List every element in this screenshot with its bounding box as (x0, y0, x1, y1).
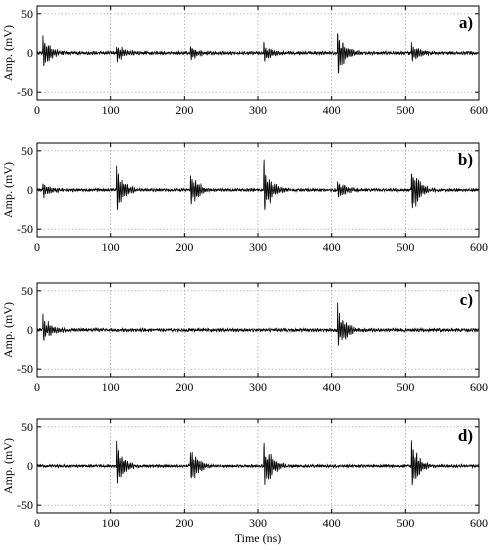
x-tick-label: 500 (396, 240, 414, 254)
x-tick-label: 500 (396, 380, 414, 394)
signal-trace (36, 33, 480, 74)
signal-trace (36, 302, 480, 346)
x-tick-label: 200 (175, 103, 193, 117)
y-tick-label: -50 (17, 362, 33, 376)
y-axis-label: Amp. (mV) (1, 162, 15, 218)
y-tick-label: 50 (21, 284, 33, 298)
y-tick-label: 50 (21, 144, 33, 158)
signal-trace (36, 159, 480, 210)
y-tick-label: -50 (17, 85, 33, 99)
x-tick-label: 200 (175, 516, 193, 530)
panel-label: b) (458, 150, 473, 169)
y-axis-label: Amp. (mV) (1, 25, 15, 81)
signal-trace (36, 440, 480, 486)
x-tick-label: 100 (102, 240, 120, 254)
y-tick-label: 0 (27, 459, 33, 473)
y-tick-label: 50 (21, 420, 33, 434)
x-tick-label: 300 (249, 380, 267, 394)
x-tick-label: 100 (102, 103, 120, 117)
x-tick-label: 400 (323, 240, 341, 254)
y-tick-label: 0 (27, 323, 33, 337)
x-tick-label: 100 (102, 516, 120, 530)
x-tick-label: 400 (323, 103, 341, 117)
x-tick-label: 0 (34, 240, 40, 254)
x-axis-label: Time (ns) (235, 531, 282, 545)
x-tick-label: 0 (34, 516, 40, 530)
x-tick-label: 100 (102, 380, 120, 394)
y-tick-label: 0 (27, 183, 33, 197)
y-tick-label: 0 (27, 46, 33, 60)
x-tick-label: 400 (323, 516, 341, 530)
x-tick-label: 600 (470, 516, 488, 530)
x-tick-label: 0 (34, 380, 40, 394)
x-tick-label: 300 (249, 103, 267, 117)
x-tick-label: 300 (249, 240, 267, 254)
x-tick-label: 300 (249, 516, 267, 530)
y-axis-label: Amp. (mV) (1, 302, 15, 358)
x-tick-label: 0 (34, 103, 40, 117)
y-tick-label: 50 (21, 7, 33, 21)
x-tick-label: 600 (470, 380, 488, 394)
x-tick-label: 500 (396, 103, 414, 117)
panel-label: d) (458, 426, 473, 445)
x-tick-label: 400 (323, 380, 341, 394)
x-tick-label: 600 (470, 103, 488, 117)
x-tick-label: 200 (175, 240, 193, 254)
x-tick-label: 500 (396, 516, 414, 530)
y-axis-label: Amp. (mV) (1, 438, 15, 494)
panel-label: a) (459, 13, 473, 32)
panel-label: c) (460, 290, 473, 309)
y-tick-label: -50 (17, 498, 33, 512)
y-tick-label: -50 (17, 222, 33, 236)
x-tick-label: 200 (175, 380, 193, 394)
x-tick-label: 600 (470, 240, 488, 254)
